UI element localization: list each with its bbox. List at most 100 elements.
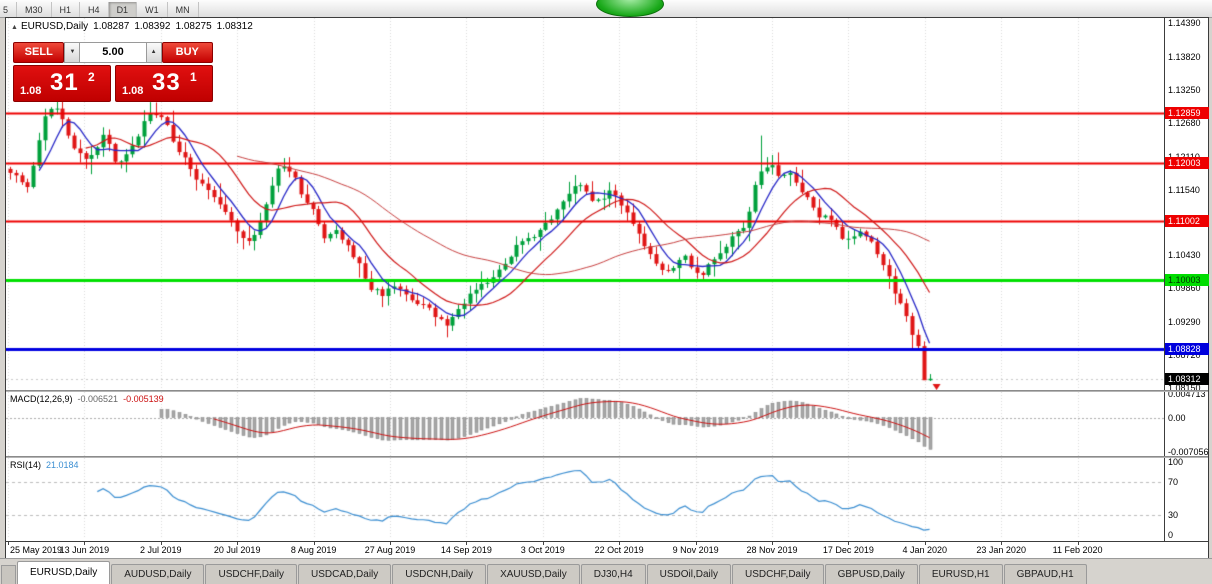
date-tick bbox=[619, 542, 620, 545]
timeframe-button-5[interactable]: 5 bbox=[0, 2, 18, 17]
tab-usdcad-daily[interactable]: USDCAD,Daily bbox=[298, 564, 392, 584]
panel-divider[interactable] bbox=[6, 390, 1208, 392]
rsi-indicator-panel[interactable]: RSI(14) 21.0184 bbox=[6, 458, 1164, 539]
price-axis-label: 1.14390 bbox=[1168, 18, 1201, 29]
bid-price-display[interactable]: 1.08 31 2 bbox=[13, 65, 111, 102]
macd-name: MACD(12,26,9) bbox=[10, 394, 73, 404]
tab-gbpusd-daily[interactable]: GBPUSD,Daily bbox=[824, 564, 918, 584]
tab-eurusd-h1[interactable]: EURUSD,H1 bbox=[918, 564, 1003, 584]
tab-xauusd-daily[interactable]: XAUUSD,Daily bbox=[487, 564, 580, 584]
date-axis[interactable]: 25 May 2019 13 Jun 2019 2 Jul 2019 20 Jul 2… bbox=[6, 541, 1208, 557]
ohlc-low: 1.08275 bbox=[175, 21, 212, 32]
chart-symbol-label: EURUSD,Daily bbox=[20, 21, 89, 32]
tab-usdchf-daily[interactable]: USDCHF,Daily bbox=[205, 564, 298, 584]
chart-title: ▲ EURUSD,Daily 1.08287 1.08392 1.08275 1.0831… bbox=[11, 21, 253, 32]
tab-eurusd-daily[interactable]: EURUSD,Daily bbox=[17, 561, 111, 584]
rsi-axis-label: 70 bbox=[1168, 477, 1179, 488]
macd-signal-value: -0.005139 bbox=[123, 394, 164, 404]
timeframe-button-d1[interactable]: D1 bbox=[108, 2, 138, 17]
price-axis[interactable]: 1.14390 1.13820 1.13250 1.12680 1.12110 1.115… bbox=[1164, 18, 1209, 541]
date-tick bbox=[1078, 542, 1079, 545]
macd-axis-label: 0.004713 bbox=[1168, 389, 1206, 400]
rsi-axis-label: 100 bbox=[1168, 457, 1184, 467]
ask-pipette: 1 bbox=[190, 70, 197, 84]
timeframe-button-h1[interactable]: H1 bbox=[52, 2, 81, 17]
date-tick bbox=[237, 542, 238, 545]
date-tick bbox=[1001, 542, 1002, 545]
date-tick bbox=[314, 542, 315, 545]
lot-decrease-button[interactable]: ▼ bbox=[64, 42, 81, 63]
rsi-axis-label: 0 bbox=[1168, 530, 1174, 540]
date-tick bbox=[84, 542, 85, 545]
bid-pipette: 2 bbox=[88, 70, 95, 84]
date-label: 27 Aug 2019 bbox=[364, 545, 416, 555]
price-axis-label: 1.13250 bbox=[1168, 84, 1201, 95]
hline-price-badge: 1.10003 bbox=[1165, 273, 1209, 286]
ask-price-display[interactable]: 1.08 33 1 bbox=[115, 65, 213, 102]
chart-tab-bar: EURUSD,Daily AUDUSD,Daily USDCHF,Daily USDC… bbox=[0, 558, 1212, 584]
date-label: 3 Oct 2019 bbox=[520, 545, 565, 555]
panel-divider[interactable] bbox=[6, 456, 1208, 458]
date-label: 25 May 2019 bbox=[9, 545, 63, 555]
date-tick bbox=[161, 542, 162, 545]
current-price-badge: 1.08312 bbox=[1165, 372, 1209, 385]
ask-big-figure: 1.08 bbox=[122, 85, 144, 97]
one-click-collapse-icon[interactable]: ▲ bbox=[11, 24, 18, 31]
date-tick bbox=[772, 542, 773, 545]
price-axis-label: 1.09290 bbox=[1168, 316, 1201, 327]
date-label: 9 Nov 2019 bbox=[672, 545, 719, 555]
tab-audusd-daily[interactable]: AUDUSD,Daily bbox=[111, 564, 205, 584]
lot-increase-button[interactable]: ▲ bbox=[145, 42, 162, 63]
date-label: 4 Jan 2020 bbox=[902, 545, 948, 555]
price-axis-label: 1.09860 bbox=[1168, 283, 1201, 294]
hline-price-badge: 1.11002 bbox=[1165, 215, 1209, 228]
price-axis-label: 1.13820 bbox=[1168, 51, 1201, 62]
timeframe-button-h4[interactable]: H4 bbox=[80, 2, 109, 17]
hline-price-badge: 1.12859 bbox=[1165, 106, 1209, 119]
bid-pips: 31 bbox=[50, 69, 79, 96]
tab-usdchf-daily[interactable]: USDCHF,Daily bbox=[732, 564, 824, 584]
price-axis-label: 1.08720 bbox=[1168, 349, 1201, 360]
hline-price-badge: 1.08828 bbox=[1165, 342, 1209, 355]
date-tick bbox=[543, 542, 544, 545]
macd-axis-label: -0.007056 bbox=[1168, 447, 1209, 458]
macd-indicator-panel[interactable]: MACD(12,26,9) -0.006521 -0.005139 bbox=[6, 392, 1164, 456]
macd-chart-canvas[interactable] bbox=[6, 392, 1164, 456]
lot-size-input[interactable]: 5.00 bbox=[80, 42, 146, 63]
price-axis-label: 1.10430 bbox=[1168, 249, 1201, 260]
ask-pips: 33 bbox=[152, 69, 181, 96]
main-price-chart[interactable]: ▲ EURUSD,Daily 1.08287 1.08392 1.08275 1.0831… bbox=[6, 18, 1164, 390]
macd-label: MACD(12,26,9) -0.006521 -0.005139 bbox=[10, 394, 164, 404]
sell-button[interactable]: SELL bbox=[13, 42, 65, 63]
rsi-value: 21.0184 bbox=[46, 460, 79, 470]
chart-frame: ▲ EURUSD,Daily 1.08287 1.08392 1.08275 1.0831… bbox=[5, 17, 1209, 560]
ohlc-high: 1.08392 bbox=[134, 21, 171, 32]
ohlc-close: 1.08312 bbox=[216, 21, 253, 32]
date-label: 8 Aug 2019 bbox=[290, 545, 337, 555]
tab-dj30-h4[interactable]: DJ30,H4 bbox=[580, 564, 646, 584]
buy-button[interactable]: BUY bbox=[161, 42, 213, 63]
rsi-axis-label: 30 bbox=[1168, 509, 1179, 520]
date-tick bbox=[390, 542, 391, 545]
date-label: 28 Nov 2019 bbox=[746, 545, 798, 555]
timeframe-button-w1[interactable]: W1 bbox=[137, 2, 168, 17]
tab-usdoil-daily[interactable]: USDOil,Daily bbox=[646, 564, 731, 584]
timeframe-button-mn[interactable]: MN bbox=[168, 2, 199, 17]
date-label: 20 Jul 2019 bbox=[213, 545, 261, 555]
rsi-name: RSI(14) bbox=[10, 460, 42, 470]
date-label: 14 Sep 2019 bbox=[440, 545, 492, 555]
date-label: 2 Jul 2019 bbox=[140, 545, 182, 555]
date-tick bbox=[925, 542, 926, 545]
tab-usdcnh-daily[interactable]: USDCNH,Daily bbox=[392, 564, 487, 584]
tab-list-button[interactable] bbox=[1, 565, 16, 584]
triangle-down-icon: ▼ bbox=[69, 49, 76, 55]
date-label: 22 Oct 2019 bbox=[594, 545, 644, 555]
hline-price-badge: 1.12003 bbox=[1165, 156, 1209, 169]
timeframe-button-m30[interactable]: M30 bbox=[17, 2, 52, 17]
date-tick bbox=[696, 542, 697, 545]
price-axis-label: 1.08150 bbox=[1168, 383, 1201, 394]
tab-gbpaud-h1[interactable]: GBPAUD,H1 bbox=[1003, 564, 1087, 584]
price-axis-label: 1.11540 bbox=[1168, 184, 1200, 195]
rsi-chart-canvas[interactable] bbox=[6, 458, 1164, 539]
